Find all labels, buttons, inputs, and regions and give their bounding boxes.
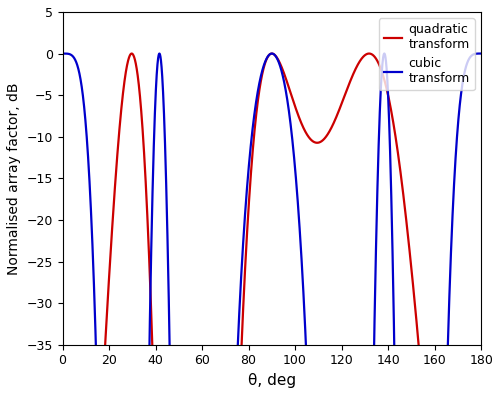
Y-axis label: Normalised array factor, dB: Normalised array factor, dB <box>7 82 21 275</box>
quadratic
transform <box>136 82 141 87</box>
quadratic
transform <box>372 55 378 60</box>
cubic
transform <box>478 51 484 56</box>
Line: quadratic
transform: quadratic transform <box>62 54 481 395</box>
cubic
transform <box>372 297 378 301</box>
quadratic
transform <box>310 139 316 144</box>
cubic
transform <box>60 51 66 56</box>
quadratic
transform <box>128 51 134 56</box>
quadratic
transform <box>332 118 338 123</box>
Legend: quadratic
transform, cubic
transform: quadratic transform, cubic transform <box>378 18 475 90</box>
X-axis label: θ, deg: θ, deg <box>248 373 296 388</box>
quadratic
transform <box>404 222 410 227</box>
Line: cubic
transform: cubic transform <box>62 54 481 395</box>
